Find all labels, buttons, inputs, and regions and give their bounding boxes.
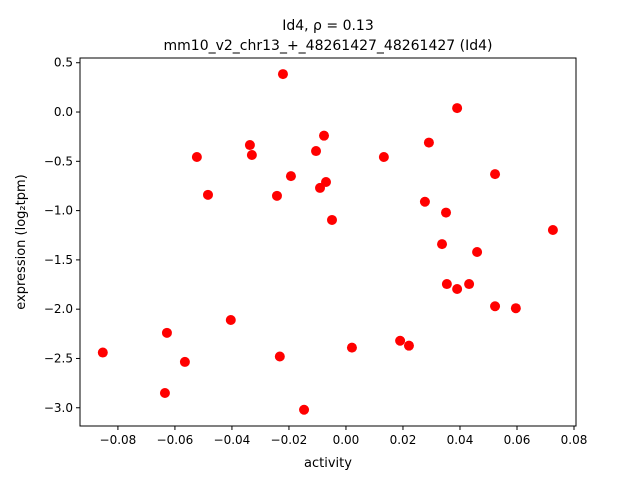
data-point bbox=[419, 196, 430, 207]
x-tick-label: 0.00 bbox=[333, 433, 360, 447]
data-point bbox=[202, 189, 213, 200]
y-tick-label: −3.0 bbox=[44, 401, 73, 415]
data-point bbox=[441, 207, 452, 218]
data-point bbox=[472, 247, 483, 258]
data-point bbox=[161, 327, 172, 338]
data-point bbox=[510, 303, 521, 314]
x-tick-label: −0.08 bbox=[100, 433, 137, 447]
y-tick-label: 0.5 bbox=[54, 56, 73, 70]
data-point bbox=[395, 335, 406, 346]
data-point bbox=[319, 130, 330, 141]
data-point bbox=[452, 103, 463, 114]
x-tick-label: 0.06 bbox=[504, 433, 531, 447]
y-tick-label: −2.5 bbox=[44, 351, 73, 365]
y-tick-label: −1.5 bbox=[44, 253, 73, 267]
data-point bbox=[346, 342, 357, 353]
y-tick-label: 0.0 bbox=[54, 105, 73, 119]
data-point bbox=[244, 140, 255, 151]
data-point bbox=[299, 404, 310, 415]
y-tick-label: −0.5 bbox=[44, 154, 73, 168]
data-point bbox=[437, 239, 448, 250]
data-point bbox=[403, 340, 414, 351]
data-point bbox=[490, 301, 501, 312]
x-tick-label: 0.04 bbox=[447, 433, 474, 447]
x-axis-label: activity bbox=[304, 456, 352, 471]
data-point bbox=[159, 387, 170, 398]
data-point bbox=[277, 69, 288, 80]
data-point bbox=[246, 150, 257, 161]
data-point bbox=[547, 225, 558, 236]
data-point bbox=[285, 171, 296, 182]
data-point bbox=[315, 182, 326, 193]
chart-title-line2: mm10_v2_chr13_+_48261427_48261427 (Id4) bbox=[164, 38, 493, 54]
chart-title-line1: Id4, ρ = 0.13 bbox=[282, 18, 374, 34]
x-tick-label: −0.04 bbox=[214, 433, 251, 447]
data-point bbox=[441, 279, 452, 290]
data-point bbox=[311, 146, 322, 157]
data-point bbox=[191, 151, 202, 162]
data-point bbox=[464, 279, 475, 290]
data-point bbox=[452, 283, 463, 294]
data-point bbox=[225, 315, 236, 326]
data-point bbox=[97, 347, 108, 358]
x-tick-label: 0.08 bbox=[561, 433, 588, 447]
data-point bbox=[378, 151, 389, 162]
data-point bbox=[423, 137, 434, 148]
y-axis-label: expression (log₂tpm) bbox=[14, 174, 29, 309]
data-point bbox=[326, 214, 337, 225]
y-tick-label: −2.0 bbox=[44, 302, 73, 316]
plot-frame bbox=[79, 57, 577, 427]
x-tick-label: 0.02 bbox=[390, 433, 417, 447]
data-point bbox=[271, 190, 282, 201]
x-tick-label: −0.06 bbox=[157, 433, 194, 447]
data-point bbox=[274, 351, 285, 362]
y-tick-label: −1.0 bbox=[44, 204, 73, 218]
data-point bbox=[179, 356, 190, 367]
data-point bbox=[490, 169, 501, 180]
x-tick-label: −0.02 bbox=[271, 433, 308, 447]
